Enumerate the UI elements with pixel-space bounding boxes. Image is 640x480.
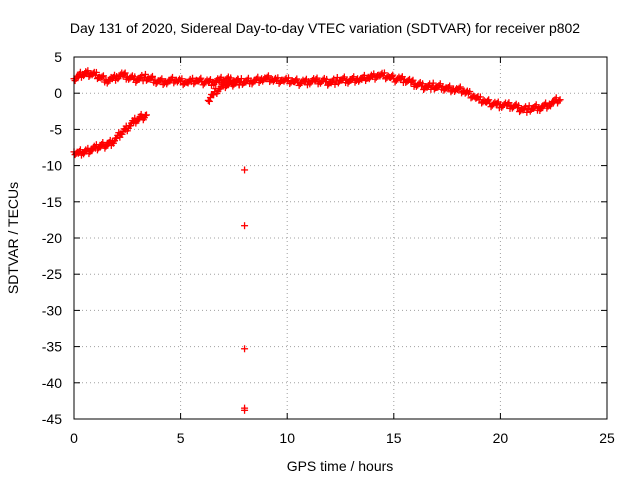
data-points xyxy=(70,67,564,414)
outlier-point xyxy=(241,406,249,414)
data-point xyxy=(505,99,513,107)
outlier-point xyxy=(241,166,249,174)
data-point xyxy=(485,96,493,104)
data-point xyxy=(444,83,452,91)
data-point xyxy=(158,75,166,83)
data-point xyxy=(168,73,176,81)
data-point xyxy=(339,75,347,83)
data-point xyxy=(464,89,472,97)
data-point xyxy=(429,79,437,87)
data-point xyxy=(466,88,474,96)
y-tick-label: -15 xyxy=(42,194,62,210)
y-tick-label: -40 xyxy=(42,375,62,391)
data-point xyxy=(476,93,484,101)
data-point xyxy=(555,97,563,105)
y-axis-label: SDTVAR / TECUs xyxy=(5,182,21,294)
data-point xyxy=(556,96,564,104)
data-point xyxy=(197,74,205,82)
data-point xyxy=(515,102,523,110)
data-point xyxy=(455,84,463,92)
x-tick-label: 15 xyxy=(386,430,402,446)
data-point xyxy=(92,68,100,76)
data-point xyxy=(189,74,197,82)
data-point xyxy=(350,73,358,81)
data-point xyxy=(141,70,149,78)
data-point xyxy=(284,74,292,82)
y-tick-labels: 5 0 -5 -10 -15 -20 -25 -30 -35 -40 -45 xyxy=(42,49,62,427)
x-tick-label: 25 xyxy=(599,430,615,446)
data-point xyxy=(409,76,417,84)
x-tick-label: 5 xyxy=(177,430,185,446)
data-point xyxy=(446,82,454,90)
plot-frame xyxy=(73,56,608,420)
y-tick-label: -35 xyxy=(42,339,62,355)
data-point xyxy=(263,73,271,81)
data-point xyxy=(205,77,213,85)
data-point xyxy=(237,75,245,83)
y-tick-label: -45 xyxy=(42,411,62,427)
data-point xyxy=(121,69,129,77)
x-tick-label: 10 xyxy=(279,430,295,446)
data-point xyxy=(520,104,528,112)
outlier-point xyxy=(241,345,249,353)
data-point xyxy=(331,80,339,88)
data-point xyxy=(148,72,156,80)
y-tick-label: 0 xyxy=(54,85,62,101)
y-tick-label: 5 xyxy=(54,49,62,65)
data-point xyxy=(236,78,244,86)
data-point xyxy=(178,75,186,83)
y-tick-label: -5 xyxy=(50,121,63,137)
data-point xyxy=(157,76,165,84)
data-point xyxy=(293,75,301,83)
outlier-point xyxy=(241,222,249,230)
data-point xyxy=(313,74,321,82)
data-point xyxy=(380,69,388,77)
y-tick-label: -25 xyxy=(42,266,62,282)
data-point xyxy=(99,72,107,80)
data-point xyxy=(397,74,405,82)
x-tick-label: 0 xyxy=(70,430,78,446)
data-point xyxy=(147,74,155,82)
data-point xyxy=(408,77,416,85)
data-point xyxy=(142,111,150,119)
data-point xyxy=(301,77,309,85)
data-point xyxy=(205,97,213,105)
x-tick-labels: 0 5 10 15 20 25 xyxy=(70,430,615,446)
data-point xyxy=(98,73,106,81)
data-point xyxy=(493,99,501,107)
data-point xyxy=(235,81,243,89)
x-tick-label: 20 xyxy=(493,430,509,446)
data-point xyxy=(264,72,272,80)
data-point xyxy=(210,91,218,99)
data-point xyxy=(274,74,282,82)
data-point xyxy=(120,70,128,78)
data-point xyxy=(456,83,464,91)
chart-title: Day 131 of 2020, Sidereal Day-to-day VTE… xyxy=(70,20,580,36)
data-point xyxy=(389,71,397,79)
x-axis-label: GPS time / hours xyxy=(287,458,394,474)
y-tick-label: -10 xyxy=(42,158,62,174)
y-tick-label: -30 xyxy=(42,302,62,318)
data-point xyxy=(523,108,531,116)
y-tick-label: -20 xyxy=(42,230,62,246)
